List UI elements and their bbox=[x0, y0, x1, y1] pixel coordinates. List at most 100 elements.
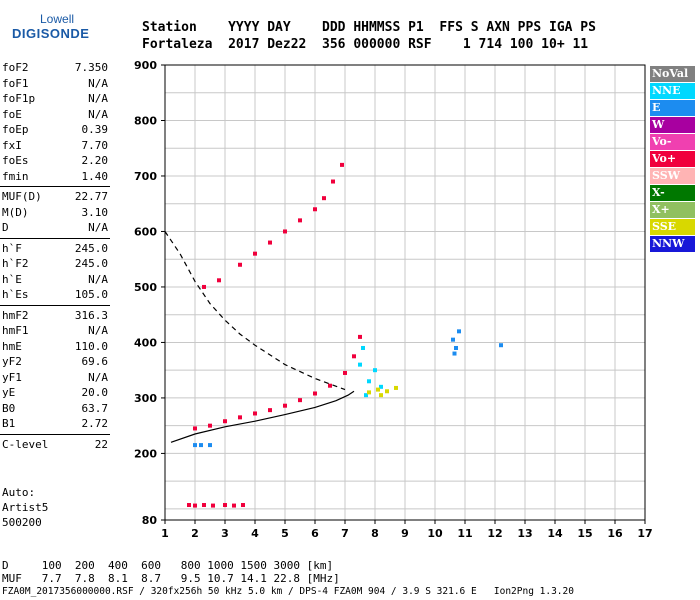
x-tick-label: 5 bbox=[281, 527, 289, 540]
param-key: yE bbox=[2, 386, 16, 399]
param-value: 69.6 bbox=[81, 355, 109, 368]
param-key: foF1p bbox=[2, 92, 36, 105]
echo-point-es-trace bbox=[187, 503, 191, 508]
param-value: 316.3 bbox=[74, 308, 108, 322]
x-tick-label: 9 bbox=[401, 527, 409, 540]
legend-item-nne: NNE bbox=[650, 83, 695, 99]
echo-point-f-trace-o bbox=[352, 354, 356, 359]
x-tick-label: 7 bbox=[341, 527, 349, 540]
param-key: h`E bbox=[2, 272, 22, 286]
param-separator bbox=[0, 433, 110, 435]
echo-point-es-trace bbox=[202, 503, 206, 508]
echo-point-f-trace-o bbox=[253, 411, 257, 416]
echo-point-f-trace-o bbox=[283, 403, 287, 408]
param-value: 0.39 bbox=[81, 123, 109, 136]
echo-point-f-2nd-hop bbox=[253, 251, 257, 256]
param-fof2: foF2 7.350 bbox=[2, 61, 108, 76]
echo-point-f-trace-o bbox=[223, 419, 227, 424]
echo-point-x-trace bbox=[376, 387, 380, 392]
x-tick-label: 16 bbox=[607, 527, 623, 540]
param-d: D N/A bbox=[2, 221, 108, 236]
y-tick-label: 300 bbox=[134, 392, 157, 405]
param-value: N/A bbox=[88, 107, 108, 121]
param-hmf2: hmF2 316.3 bbox=[2, 309, 108, 324]
param-fmin: fmin 1.40 bbox=[2, 170, 108, 185]
echo-point-es-trace bbox=[241, 503, 245, 508]
logo-line1: Lowell bbox=[40, 12, 75, 26]
echo-point-oblique-echo bbox=[457, 329, 461, 334]
x-tick-label: 6 bbox=[311, 527, 319, 540]
param-hf: h`F 245.0 bbox=[2, 242, 108, 257]
param-yf2: yF2 69.6 bbox=[2, 355, 108, 370]
legend-item-vo: Vo- bbox=[650, 134, 695, 150]
param-key: hmF2 bbox=[2, 308, 29, 322]
param-key: D bbox=[2, 221, 9, 234]
param-value: N/A bbox=[88, 76, 108, 90]
param-value: 2.20 bbox=[81, 154, 109, 167]
echo-point-f-trace-o bbox=[358, 334, 362, 339]
echo-point-f-2nd-hop bbox=[283, 229, 287, 234]
param-value: 2.72 bbox=[81, 417, 109, 430]
param-value: N/A bbox=[88, 221, 108, 234]
x-tick-label: 13 bbox=[517, 527, 532, 540]
echo-point-f-2nd-hop bbox=[202, 284, 206, 289]
param-value: N/A bbox=[88, 324, 108, 337]
echo-point-f-2nd-hop bbox=[268, 240, 272, 245]
echo-point-f-trace-o bbox=[343, 370, 347, 375]
echo-point-oblique-echo bbox=[454, 345, 458, 350]
param-fof1p: foF1p N/A bbox=[2, 92, 108, 107]
param-foep: foEp 0.39 bbox=[2, 123, 108, 138]
legend-item-nnw: NNW bbox=[650, 236, 695, 252]
echo-point-f-trace-o bbox=[268, 408, 272, 413]
param-key: h`F bbox=[2, 241, 22, 255]
y-tick-label: 400 bbox=[134, 336, 157, 349]
param-hme: hmE 110.0 bbox=[2, 340, 108, 355]
auto-line3: 500200 bbox=[2, 516, 42, 529]
echo-point-spread-f bbox=[361, 345, 365, 350]
echo-point-es-secondary bbox=[193, 443, 197, 448]
legend-item-x: X+ bbox=[650, 202, 695, 218]
param-key: MUF(D) bbox=[2, 190, 42, 203]
echo-point-oblique-echo bbox=[499, 343, 503, 348]
echo-point-f-trace-o bbox=[208, 423, 212, 428]
param-value: 3.10 bbox=[81, 205, 109, 219]
param-key: foEp bbox=[2, 123, 29, 136]
param-key: C-level bbox=[2, 437, 49, 451]
echo-point-spread-f bbox=[358, 362, 362, 367]
param-hf2: h`F2 245.0 bbox=[2, 257, 108, 272]
echo-point-f-trace-o bbox=[313, 391, 317, 396]
param-value: N/A bbox=[88, 370, 108, 384]
echo-point-spread-f bbox=[379, 384, 383, 389]
y-tick-label: 500 bbox=[134, 281, 157, 294]
echo-point-es-secondary bbox=[208, 443, 212, 448]
param-key: hmF1 bbox=[2, 324, 29, 337]
legend-item-noval: NoVal bbox=[650, 66, 695, 82]
echo-point-f-trace-o bbox=[328, 383, 332, 388]
param-key: hmE bbox=[2, 339, 22, 353]
echo-point-x-trace bbox=[367, 390, 371, 395]
x-tick-label: 11 bbox=[457, 527, 472, 540]
echo-point-oblique-echo bbox=[452, 351, 457, 356]
param-md: M(D) 3.10 bbox=[2, 206, 108, 221]
y-tick-label: 80 bbox=[142, 514, 158, 527]
echo-point-spread-f bbox=[373, 368, 377, 373]
param-key: h`Es bbox=[2, 288, 29, 301]
x-tick-label: 8 bbox=[371, 527, 379, 540]
param-foe: foE N/A bbox=[2, 108, 108, 123]
param-key: M(D) bbox=[2, 205, 29, 219]
param-value: 110.0 bbox=[74, 339, 108, 353]
param-key: yF2 bbox=[2, 355, 22, 368]
param-key: B1 bbox=[2, 417, 16, 430]
param-mufd: MUF(D) 22.77 bbox=[2, 190, 108, 205]
param-foes: foEs 2.20 bbox=[2, 154, 108, 169]
param-value: N/A bbox=[88, 272, 108, 286]
echo-point-f-trace-o bbox=[193, 426, 197, 431]
param-b0: B0 63.7 bbox=[2, 402, 108, 417]
x-tick-label: 10 bbox=[427, 527, 443, 540]
x-tick-label: 15 bbox=[577, 527, 592, 540]
param-yf1: yF1 N/A bbox=[2, 371, 108, 386]
y-tick-label: 700 bbox=[134, 170, 157, 183]
legend-item-sse: SSE bbox=[650, 219, 695, 235]
y-tick-label: 800 bbox=[134, 114, 157, 127]
echo-point-es-trace bbox=[232, 503, 236, 508]
